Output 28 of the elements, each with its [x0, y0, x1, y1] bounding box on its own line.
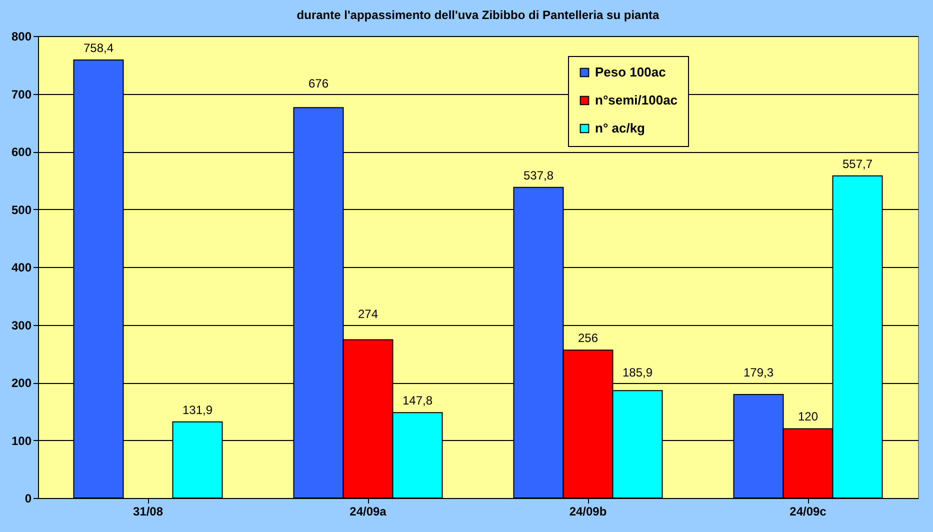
- data-label: 131,9: [182, 402, 213, 417]
- y-tick-label: 0: [24, 492, 32, 506]
- y-tick-label: 800: [11, 30, 32, 44]
- chart-title: durante l'appassimento dell'uva Zibibbo di Pantelleria su pianta: [296, 8, 660, 22]
- data-label: 179,3: [743, 365, 774, 380]
- data-label: 274: [358, 306, 378, 321]
- data-label: 537,8: [523, 168, 554, 182]
- y-tick-label: 500: [11, 202, 32, 217]
- data-label: 120: [798, 410, 818, 424]
- data-label: 676: [308, 76, 329, 91]
- x-tick-label: 31/08: [132, 504, 164, 518]
- data-label: 557,7: [842, 156, 873, 171]
- y-tick-label: 300: [11, 318, 32, 332]
- legend-label: Peso 100ac: [595, 64, 666, 80]
- legend-label: n° ac/kg: [595, 120, 646, 136]
- x-tick-label: 24/09a: [350, 504, 387, 518]
- data-label: 256: [578, 331, 598, 346]
- legend-label: n°semi/100ac: [595, 92, 678, 108]
- x-tick-label: 24/09b: [569, 504, 607, 518]
- data-label: 147,8: [402, 394, 433, 408]
- y-tick-label: 600: [11, 145, 32, 159]
- y-tick-label: 200: [11, 376, 32, 390]
- y-tick-label: 400: [11, 260, 32, 274]
- y-tick-label: 100: [11, 434, 32, 448]
- data-label: 758,4: [83, 41, 114, 56]
- data-label: 185,9: [622, 366, 653, 380]
- x-tick-label: 24/09c: [790, 504, 827, 518]
- y-tick-label: 700: [11, 87, 32, 102]
